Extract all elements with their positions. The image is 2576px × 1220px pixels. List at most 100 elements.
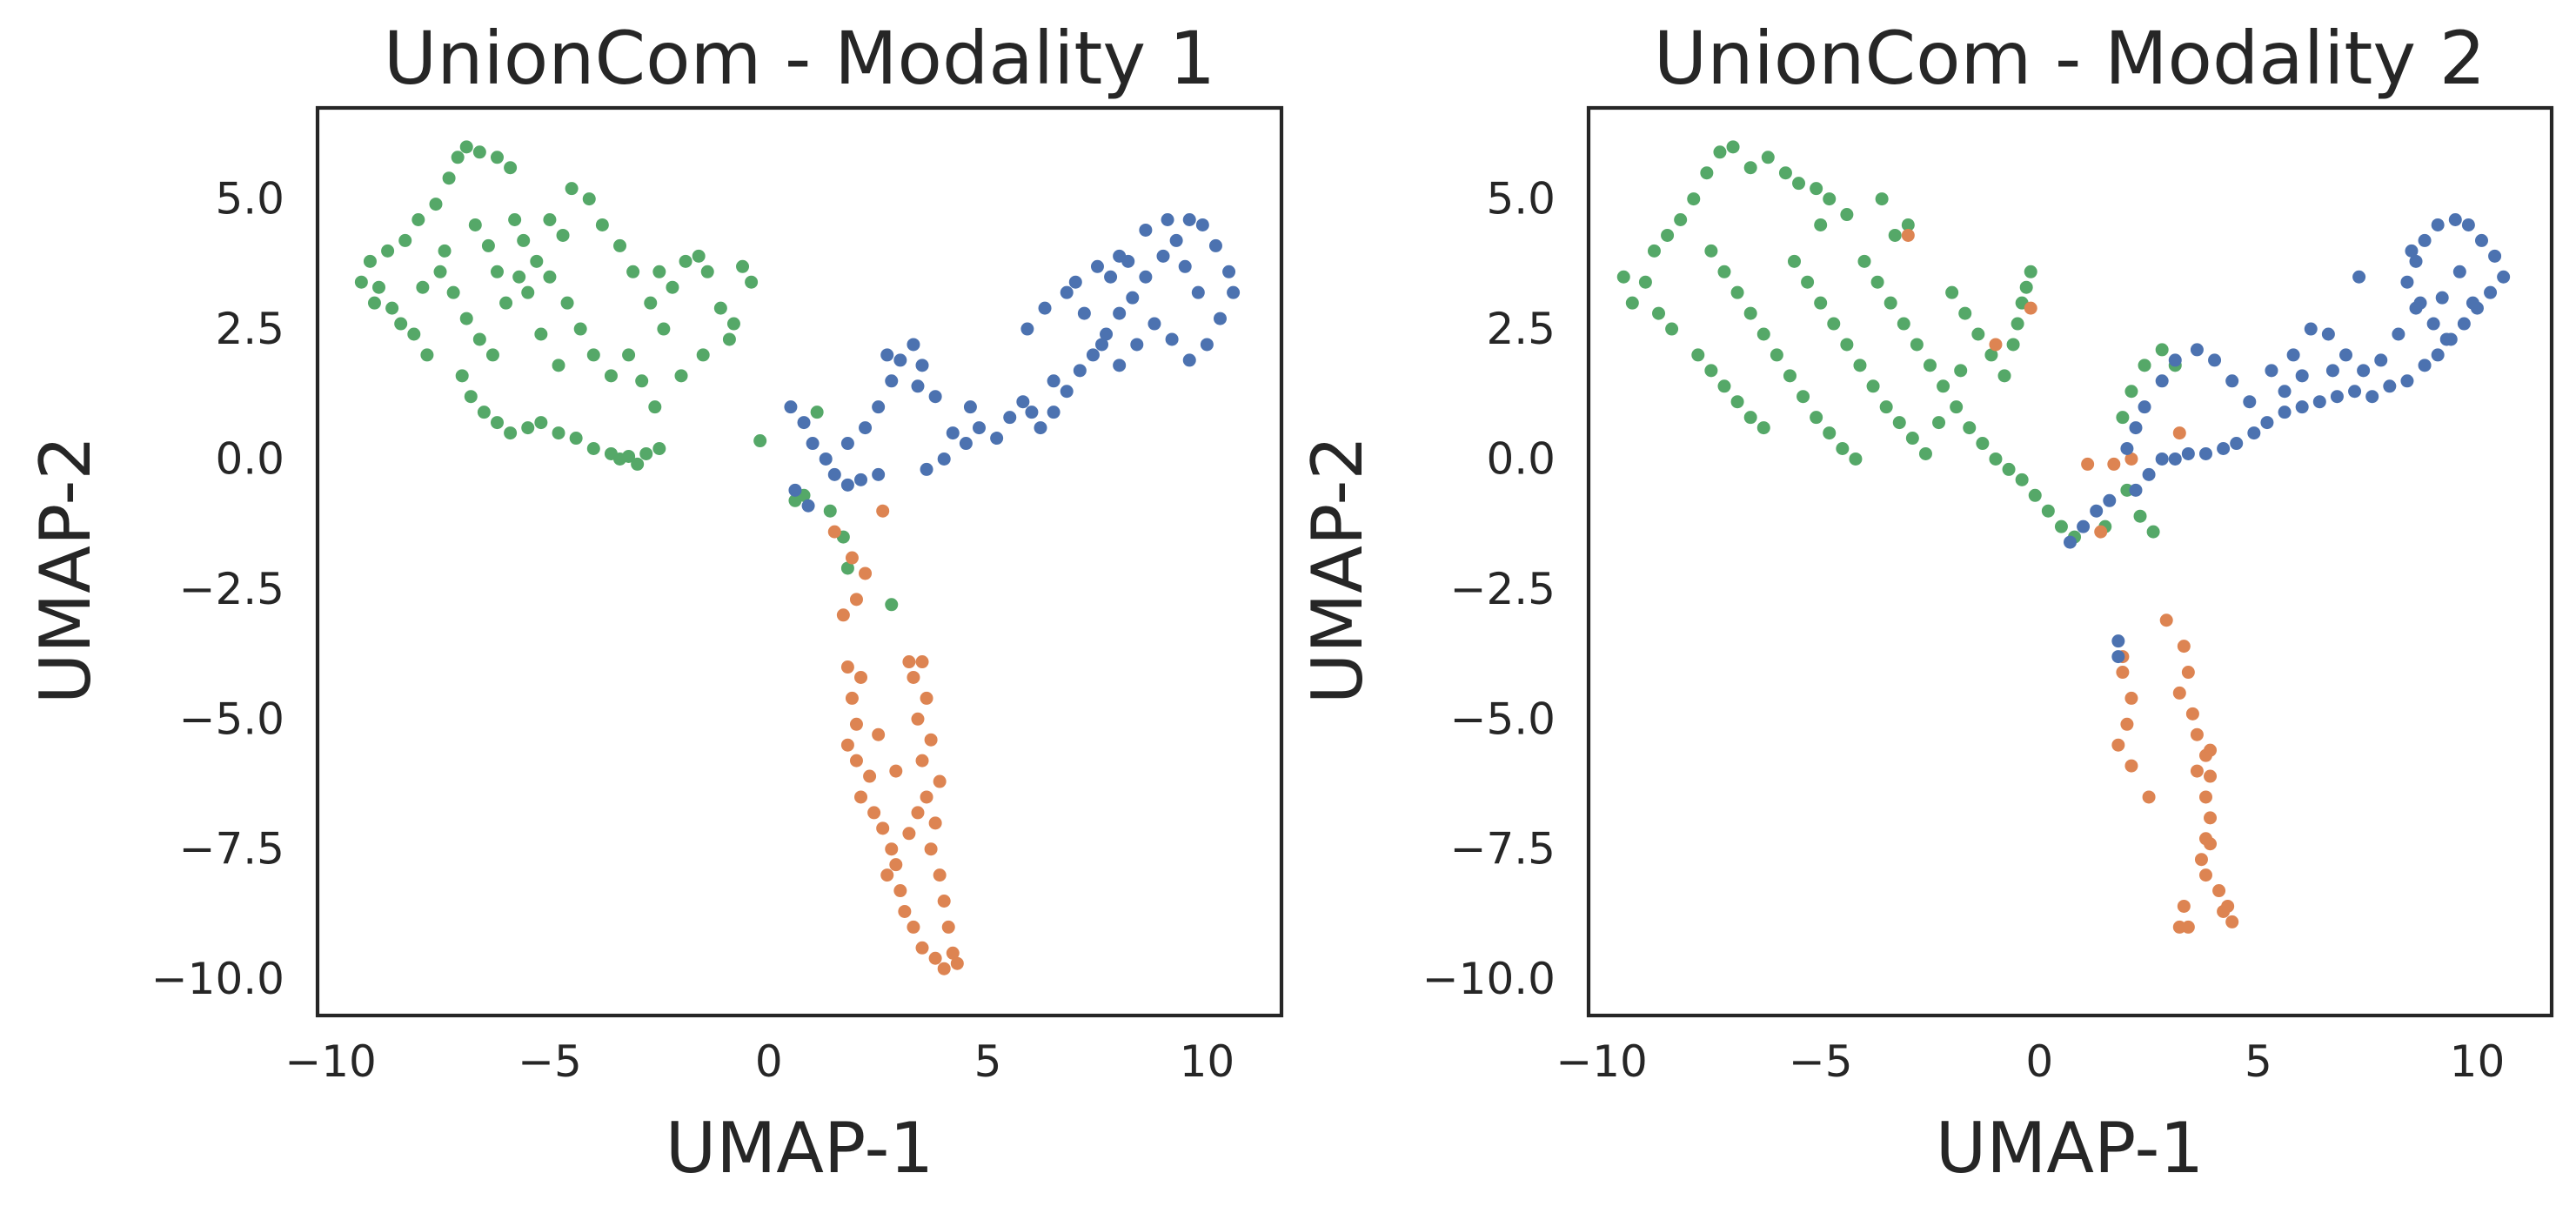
- data-point: [946, 426, 960, 440]
- data-point: [2015, 473, 2029, 486]
- data-point: [696, 348, 710, 362]
- data-point: [411, 213, 425, 227]
- data-point: [745, 275, 759, 289]
- data-point: [915, 359, 929, 372]
- data-point: [1814, 296, 1828, 310]
- data-point: [2426, 317, 2440, 331]
- data-point: [477, 406, 491, 419]
- data-point: [1976, 437, 1990, 451]
- data-point: [552, 359, 565, 372]
- data-point: [459, 140, 473, 154]
- data-point: [481, 238, 495, 252]
- y-tick-label: 2.5: [1486, 304, 1556, 354]
- data-point: [1674, 213, 1688, 227]
- data-point: [2198, 446, 2212, 460]
- x-tick-label: −5: [518, 1036, 582, 1087]
- data-point: [543, 213, 557, 227]
- data-point: [836, 608, 850, 622]
- data-point: [2325, 364, 2339, 378]
- data-point: [2497, 270, 2511, 284]
- data-point: [959, 437, 973, 451]
- data-point: [1113, 306, 1127, 320]
- data-point: [893, 353, 907, 367]
- data-point: [508, 213, 522, 227]
- data-point: [827, 467, 841, 481]
- data-point: [1121, 254, 1135, 268]
- data-point: [2168, 353, 2182, 367]
- data-point: [530, 254, 544, 268]
- data-point: [854, 670, 868, 684]
- data-point: [2260, 416, 2274, 430]
- data-point: [2172, 686, 2186, 700]
- data-point: [1761, 151, 1775, 164]
- data-point: [1730, 395, 1744, 409]
- data-point: [2081, 457, 2095, 471]
- data-point: [1126, 291, 1140, 305]
- data-point: [2111, 634, 2125, 648]
- data-point: [880, 348, 894, 362]
- data-point: [521, 421, 535, 435]
- data-point: [1888, 228, 1902, 242]
- data-point: [1743, 411, 1757, 425]
- data-point: [560, 296, 574, 310]
- data-point: [946, 946, 960, 960]
- data-point: [2247, 426, 2261, 440]
- data-point: [990, 432, 1004, 446]
- data-point: [2392, 327, 2405, 341]
- data-point: [1208, 238, 1222, 252]
- data-point: [2295, 369, 2309, 383]
- data-point: [2064, 535, 2077, 549]
- data-point: [700, 265, 714, 278]
- data-point: [876, 821, 890, 835]
- data-point: [2405, 244, 2419, 258]
- data-point: [2278, 406, 2292, 419]
- data-point: [499, 296, 513, 310]
- data-point: [2365, 390, 2379, 404]
- data-point: [1060, 285, 1074, 299]
- data-point: [2383, 379, 2397, 393]
- data-point: [1810, 182, 1823, 196]
- data-point: [840, 437, 854, 451]
- data-point: [819, 452, 833, 466]
- data-point: [1025, 406, 1039, 419]
- data-point: [1910, 338, 1924, 352]
- data-point: [2204, 769, 2218, 783]
- data-point: [2198, 790, 2212, 804]
- data-point: [823, 504, 837, 518]
- data-point: [972, 421, 986, 435]
- data-point: [582, 192, 596, 206]
- data-point: [2168, 452, 2182, 466]
- data-point: [1823, 426, 1837, 440]
- data-point: [1971, 327, 1985, 341]
- data-point: [2107, 457, 2121, 471]
- data-point: [854, 473, 868, 486]
- data-point: [845, 691, 859, 705]
- data-point: [1792, 177, 1806, 191]
- data-point: [534, 327, 548, 341]
- data-point: [880, 868, 894, 882]
- data-point: [635, 374, 649, 388]
- data-point: [674, 369, 688, 383]
- data-point: [1945, 285, 1959, 299]
- data-point: [1787, 254, 1801, 268]
- data-point: [788, 483, 802, 497]
- data-point: [1810, 411, 1823, 425]
- data-point: [713, 301, 727, 315]
- data-point: [902, 655, 916, 669]
- data-point: [1691, 348, 1705, 362]
- data-point: [2002, 462, 2016, 476]
- data-point: [1932, 416, 1946, 430]
- y-tick-label: 5.0: [1486, 174, 1556, 225]
- data-point: [1989, 338, 2003, 352]
- data-point: [407, 327, 421, 341]
- y-tick-label: −5.0: [1450, 694, 1556, 744]
- data-point: [2133, 509, 2147, 523]
- data-point: [2103, 493, 2117, 507]
- data-point: [2330, 390, 2344, 404]
- data-point: [1870, 275, 1884, 289]
- data-point: [2409, 254, 2423, 268]
- data-point: [2041, 504, 2055, 518]
- data-point: [1883, 296, 1897, 310]
- data-point: [2431, 348, 2445, 362]
- data-point: [849, 717, 863, 731]
